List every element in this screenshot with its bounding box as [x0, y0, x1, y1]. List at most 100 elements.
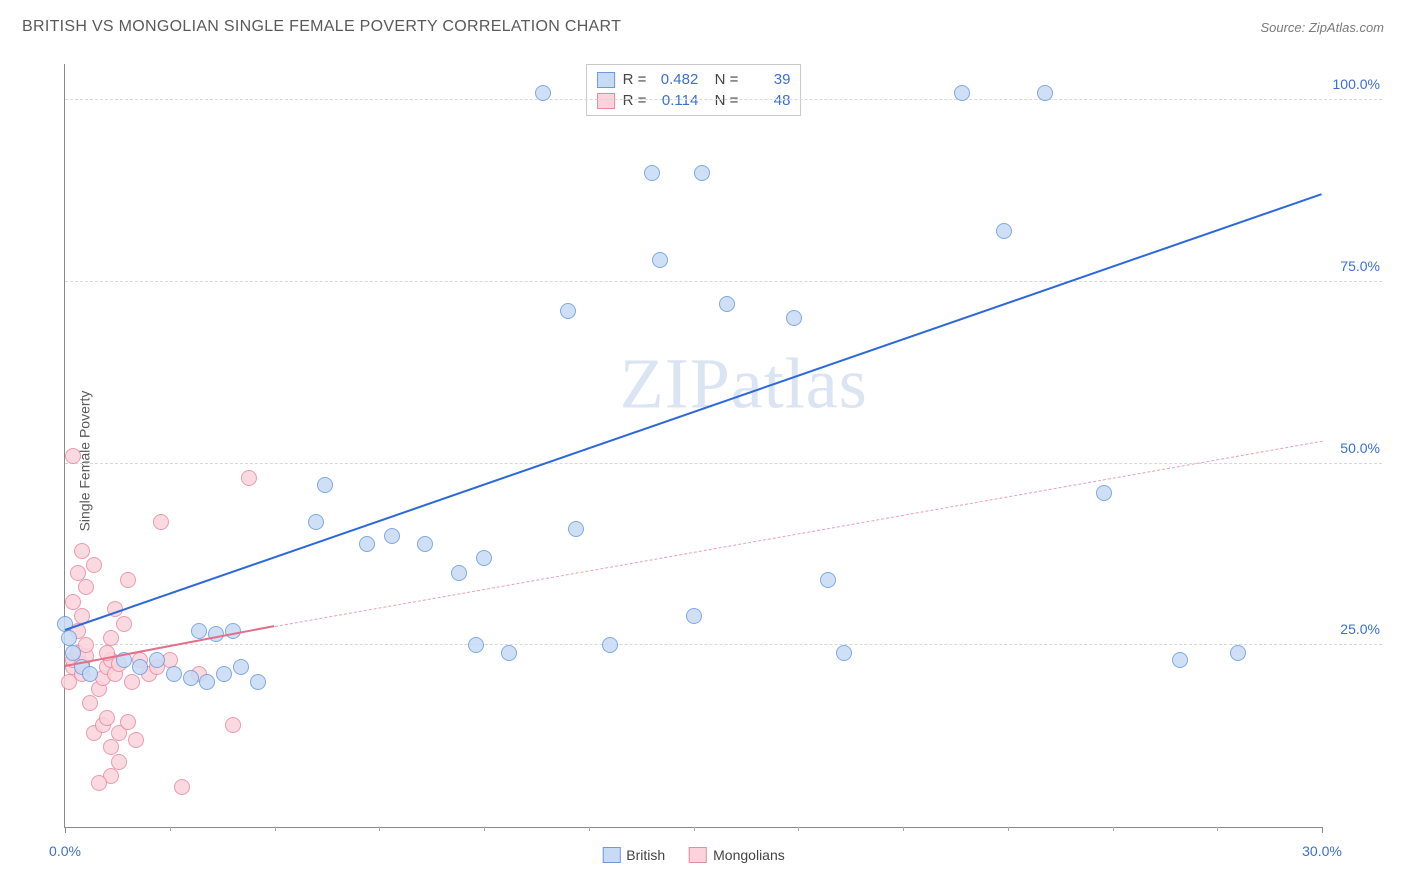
data-point-british — [166, 666, 182, 682]
x-tick-label: 30.0% — [1302, 843, 1342, 859]
data-point-british — [686, 608, 702, 624]
data-point-british — [836, 645, 852, 661]
data-point-mongolians — [153, 514, 169, 530]
data-point-mongolians — [103, 630, 119, 646]
data-point-mongolians — [86, 557, 102, 573]
x-tick-minor — [379, 827, 380, 831]
data-point-british — [61, 630, 77, 646]
data-point-mongolians — [82, 695, 98, 711]
x-tick — [1322, 827, 1323, 833]
data-point-british — [359, 536, 375, 552]
data-point-british — [1172, 652, 1188, 668]
data-point-british — [317, 477, 333, 493]
chart-title: BRITISH VS MONGOLIAN SINGLE FEMALE POVER… — [22, 18, 621, 36]
swatch-british — [597, 72, 615, 88]
data-point-british — [308, 514, 324, 530]
data-point-mongolians — [74, 543, 90, 559]
data-point-british — [568, 521, 584, 537]
data-point-british — [602, 637, 618, 653]
data-point-british — [183, 670, 199, 686]
data-point-british — [535, 85, 551, 101]
data-point-mongolians — [111, 754, 127, 770]
y-tick-label: 50.0% — [1340, 440, 1380, 456]
data-point-british — [417, 536, 433, 552]
data-point-mongolians — [124, 674, 140, 690]
data-point-british — [468, 637, 484, 653]
data-point-british — [644, 165, 660, 181]
legend-row-mongolians: R = 0.114 N = 48 — [597, 90, 791, 111]
data-point-british — [65, 645, 81, 661]
data-point-british — [1037, 85, 1053, 101]
watermark: ZIPatlas — [620, 343, 868, 426]
data-point-british — [216, 666, 232, 682]
data-point-british — [719, 296, 735, 312]
x-tick-minor — [484, 827, 485, 831]
legend-series: British Mongolians — [602, 847, 785, 863]
data-point-mongolians — [128, 732, 144, 748]
data-point-mongolians — [103, 739, 119, 755]
data-point-british — [149, 652, 165, 668]
gridline — [65, 463, 1382, 464]
data-point-british — [501, 645, 517, 661]
n-value-british: 39 — [746, 71, 790, 88]
x-tick-minor — [275, 827, 276, 831]
gridline — [65, 99, 1382, 100]
swatch-mongolians-icon — [689, 847, 707, 863]
legend-stats: R = 0.482 N = 39 R = 0.114 N = 48 — [586, 64, 802, 116]
scatter-plot: ZIPatlas R = 0.482 N = 39 R = 0.114 N = … — [64, 64, 1322, 828]
y-tick-label: 75.0% — [1340, 258, 1380, 274]
data-point-mongolians — [78, 579, 94, 595]
data-point-british — [1230, 645, 1246, 661]
swatch-mongolians — [597, 93, 615, 109]
legend-row-british: R = 0.482 N = 39 — [597, 69, 791, 90]
y-tick-label: 100.0% — [1333, 76, 1380, 92]
data-point-british — [954, 85, 970, 101]
data-point-mongolians — [120, 714, 136, 730]
data-point-british — [191, 623, 207, 639]
data-point-british — [694, 165, 710, 181]
data-point-mongolians — [65, 448, 81, 464]
gridline — [65, 281, 1382, 282]
data-point-british — [1096, 485, 1112, 501]
n-value-mongolians: 48 — [746, 92, 790, 109]
x-tick-minor — [1217, 827, 1218, 831]
chart-container: Single Female Poverty ZIPatlas R = 0.482… — [22, 52, 1384, 870]
data-point-british — [233, 659, 249, 675]
legend-item-british: British — [602, 847, 665, 863]
r-label: R = — [623, 71, 647, 88]
data-point-mongolians — [91, 775, 107, 791]
legend-label-mongolians: Mongolians — [713, 847, 785, 863]
data-point-mongolians — [65, 594, 81, 610]
data-point-british — [652, 252, 668, 268]
n-label: N = — [706, 71, 738, 88]
x-tick-minor — [694, 827, 695, 831]
chart-header: BRITISH VS MONGOLIAN SINGLE FEMALE POVER… — [0, 0, 1406, 46]
n-label: N = — [706, 92, 738, 109]
data-point-mongolians — [70, 565, 86, 581]
r-value-mongolians: 0.114 — [654, 92, 698, 109]
legend-label-british: British — [626, 847, 665, 863]
x-tick-label: 0.0% — [49, 843, 81, 859]
data-point-british — [132, 659, 148, 675]
trend-line-mongolians-dashed — [274, 441, 1322, 627]
swatch-british-icon — [602, 847, 620, 863]
source-label: Source: ZipAtlas.com — [1260, 20, 1384, 35]
r-label: R = — [623, 92, 647, 109]
data-point-mongolians — [225, 717, 241, 733]
trend-line-british — [65, 193, 1323, 631]
data-point-british — [451, 565, 467, 581]
r-value-british: 0.482 — [654, 71, 698, 88]
y-tick-label: 25.0% — [1340, 621, 1380, 637]
x-tick-minor — [170, 827, 171, 831]
data-point-british — [996, 223, 1012, 239]
data-point-mongolians — [120, 572, 136, 588]
legend-item-mongolians: Mongolians — [689, 847, 785, 863]
data-point-mongolians — [174, 779, 190, 795]
gridline — [65, 644, 1382, 645]
x-tick-minor — [1008, 827, 1009, 831]
x-tick — [65, 827, 66, 833]
data-point-mongolians — [241, 470, 257, 486]
data-point-british — [384, 528, 400, 544]
data-point-british — [786, 310, 802, 326]
data-point-british — [476, 550, 492, 566]
